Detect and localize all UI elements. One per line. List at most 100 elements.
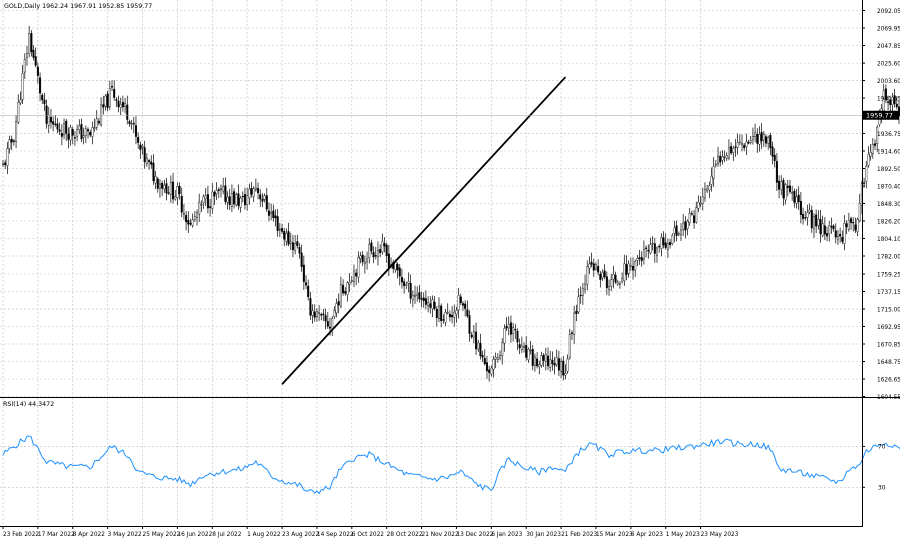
candle (494, 352, 497, 369)
candle (311, 304, 314, 324)
svg-text:8 Jul 2022: 8 Jul 2022 (212, 532, 241, 538)
candle (12, 138, 15, 146)
candle (95, 110, 98, 131)
candle (198, 193, 201, 222)
candle (778, 175, 781, 199)
candle (335, 298, 338, 318)
candle (215, 182, 218, 201)
candle (58, 122, 61, 136)
svg-text:16 Jun 2022: 16 Jun 2022 (177, 532, 212, 538)
candle (4, 159, 7, 170)
candle (771, 141, 774, 165)
candle (638, 249, 641, 265)
candle (424, 290, 427, 310)
candle (270, 203, 273, 221)
candle (634, 259, 637, 277)
candle (884, 84, 887, 104)
candle (431, 295, 434, 317)
candle (368, 238, 371, 264)
candle (664, 233, 667, 250)
candle (233, 188, 236, 209)
candle (30, 30, 33, 57)
candle (285, 228, 288, 246)
candle (385, 242, 388, 263)
candle (632, 257, 635, 280)
candle (294, 235, 297, 255)
date-tick: 23 Aug 2022 (281, 526, 319, 538)
candle (126, 95, 129, 125)
svg-text:1670.85: 1670.85 (877, 342, 900, 348)
candle (8, 135, 11, 154)
rsi-title: RSI(14) 44.3472 (3, 401, 54, 408)
candle (243, 187, 246, 210)
candle (182, 204, 185, 220)
price-tick: 2025.60 (862, 61, 900, 67)
candle (549, 350, 552, 372)
svg-text:1626.65: 1626.65 (877, 377, 900, 383)
candle (483, 349, 486, 366)
candle (472, 324, 475, 344)
candle (141, 144, 144, 155)
candle (348, 273, 351, 293)
candle (361, 250, 364, 266)
price-tick: 1737.15 (862, 290, 900, 296)
candle (520, 336, 523, 353)
candle (579, 286, 582, 304)
candle (446, 303, 449, 315)
candle (575, 304, 578, 322)
candle (76, 124, 79, 142)
candle (531, 345, 534, 371)
candle (523, 342, 526, 353)
candle (36, 62, 39, 84)
candle (346, 281, 349, 302)
rsi-level-tick: 70 (862, 445, 886, 451)
svg-text:1826.20: 1826.20 (877, 219, 900, 225)
candle (39, 72, 42, 102)
candle (496, 353, 499, 363)
price-tick: 1648.75 (862, 360, 900, 366)
candle (274, 209, 277, 227)
price-tick: 1848.30 (862, 202, 900, 208)
candle (200, 200, 203, 212)
candle (869, 144, 872, 161)
svg-text:1737.15: 1737.15 (877, 290, 900, 296)
candle (440, 303, 443, 328)
candle (867, 146, 870, 168)
candle (357, 251, 360, 283)
candle (381, 233, 384, 255)
candle (161, 180, 164, 196)
candle (677, 231, 680, 237)
candle (490, 365, 493, 377)
candle (708, 181, 711, 199)
price-tick: 2047.85 (862, 44, 900, 50)
candle (28, 25, 31, 58)
svg-text:28 Oct 2022: 28 Oct 2022 (387, 532, 423, 538)
candle (438, 297, 441, 323)
rsi-line (2, 435, 900, 495)
candle (158, 179, 161, 198)
candle (686, 219, 689, 236)
svg-text:3 May 2022: 3 May 2022 (108, 532, 142, 538)
candle (265, 187, 268, 213)
candle (359, 251, 362, 264)
candle (132, 116, 135, 134)
candle (206, 185, 209, 214)
svg-text:1 Aug 2022: 1 Aug 2022 (247, 532, 281, 538)
candle (204, 188, 207, 206)
price-tick: 1715.00 (862, 307, 900, 313)
candle (566, 354, 569, 374)
candle (649, 237, 652, 255)
candle (69, 124, 72, 146)
svg-text:1715.00: 1715.00 (877, 307, 900, 313)
candle (355, 268, 358, 286)
candle (228, 188, 231, 211)
trendline[interactable] (281, 76, 567, 385)
candle (45, 99, 48, 129)
candle (797, 186, 800, 210)
candle (841, 230, 844, 245)
candle (350, 276, 353, 284)
candle (261, 193, 264, 207)
price-tick: 1981.55 (862, 96, 900, 102)
